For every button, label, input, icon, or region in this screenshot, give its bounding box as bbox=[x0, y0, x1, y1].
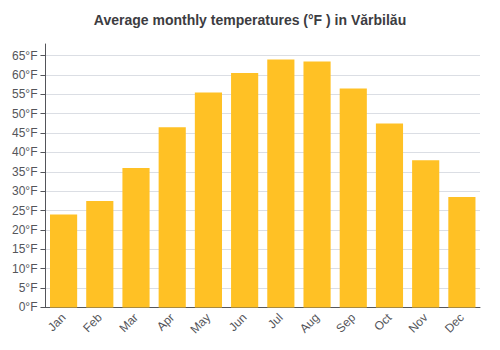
svg-text:Oct: Oct bbox=[371, 310, 395, 334]
svg-text:Jun: Jun bbox=[226, 311, 250, 335]
svg-text:10°F: 10°F bbox=[12, 262, 37, 276]
svg-text:50°F: 50°F bbox=[12, 107, 37, 121]
svg-text:20°F: 20°F bbox=[12, 223, 37, 237]
svg-text:Feb: Feb bbox=[80, 310, 105, 335]
svg-text:Average monthly temperatures (: Average monthly temperatures (°F ) in Vă… bbox=[94, 12, 406, 28]
svg-text:40°F: 40°F bbox=[12, 145, 37, 159]
svg-text:May: May bbox=[187, 311, 213, 337]
svg-text:60°F: 60°F bbox=[12, 68, 37, 82]
svg-text:5°F: 5°F bbox=[19, 281, 38, 295]
svg-text:45°F: 45°F bbox=[12, 126, 37, 140]
svg-text:15°F: 15°F bbox=[12, 242, 37, 256]
svg-text:35°F: 35°F bbox=[12, 165, 37, 179]
svg-text:65°F: 65°F bbox=[12, 49, 37, 63]
svg-text:25°F: 25°F bbox=[12, 204, 37, 218]
svg-text:Jan: Jan bbox=[45, 311, 69, 335]
svg-text:Aug: Aug bbox=[297, 311, 322, 336]
svg-text:Sep: Sep bbox=[333, 310, 358, 335]
svg-text:Apr: Apr bbox=[154, 311, 177, 334]
svg-text:Nov: Nov bbox=[406, 311, 431, 336]
svg-text:Mar: Mar bbox=[116, 311, 141, 335]
svg-text:Dec: Dec bbox=[442, 311, 467, 336]
svg-text:30°F: 30°F bbox=[12, 184, 37, 198]
svg-text:0°F: 0°F bbox=[19, 300, 38, 314]
svg-text:Jul: Jul bbox=[265, 311, 286, 332]
svg-text:55°F: 55°F bbox=[12, 87, 37, 101]
